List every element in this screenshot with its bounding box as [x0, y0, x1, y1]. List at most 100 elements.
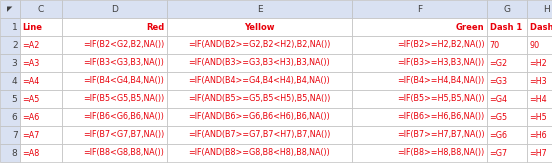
Bar [0, 54, 20, 72]
Bar [487, 144, 527, 162]
Bar [167, 90, 352, 108]
Text: Line: Line [23, 22, 43, 31]
Bar [0, 126, 20, 144]
Bar [487, 0, 527, 18]
Text: =G2: =G2 [490, 59, 508, 67]
Bar [167, 108, 352, 126]
Text: =G3: =G3 [490, 76, 507, 86]
Bar [487, 54, 527, 72]
Bar [527, 144, 552, 162]
Bar [352, 36, 487, 54]
Bar [527, 36, 552, 54]
Bar [0, 18, 20, 36]
Bar [62, 126, 167, 144]
Text: =H7: =H7 [529, 148, 547, 157]
Text: ◤: ◤ [7, 6, 13, 12]
Bar [62, 72, 167, 90]
Text: =IF(B2>=H2,B2,NA()): =IF(B2>=H2,B2,NA()) [397, 40, 485, 50]
Text: =IF(B4>=H4,B4,NA()): =IF(B4>=H4,B4,NA()) [397, 76, 485, 86]
Text: =IF(AND(B7>=G7,B7<H7),B7,NA()): =IF(AND(B7>=G7,B7<H7),B7,NA()) [188, 131, 331, 140]
Bar [487, 126, 527, 144]
Text: 5: 5 [12, 95, 18, 104]
Text: 70: 70 [490, 40, 500, 50]
Text: =IF(B3<G3,B3,NA()): =IF(B3<G3,B3,NA()) [83, 59, 164, 67]
Text: =A3: =A3 [23, 59, 40, 67]
Bar [20, 18, 62, 36]
Bar [20, 90, 62, 108]
Text: =IF(AND(B3>=G3,B3<H3),B3,NA()): =IF(AND(B3>=G3,B3<H3),B3,NA()) [189, 59, 331, 67]
Bar [20, 72, 62, 90]
Text: H: H [544, 5, 550, 14]
Bar [62, 0, 167, 18]
Bar [352, 90, 487, 108]
Bar [167, 72, 352, 90]
Bar [62, 108, 167, 126]
Text: =IF(B6<G6,B6,NA()): =IF(B6<G6,B6,NA()) [83, 112, 164, 121]
Text: =IF(B8>=H8,B8,NA()): =IF(B8>=H8,B8,NA()) [397, 148, 485, 157]
Bar [20, 108, 62, 126]
Text: =G6: =G6 [490, 131, 507, 140]
Bar [527, 54, 552, 72]
Bar [352, 54, 487, 72]
Text: D: D [111, 5, 118, 14]
Text: 8: 8 [12, 148, 18, 157]
Bar [62, 36, 167, 54]
Bar [527, 0, 552, 18]
Text: Red: Red [146, 22, 164, 31]
Bar [167, 144, 352, 162]
Bar [487, 90, 527, 108]
Text: =G5: =G5 [490, 112, 508, 121]
Bar [352, 18, 487, 36]
Bar [352, 0, 487, 18]
Text: F: F [417, 5, 422, 14]
Bar [62, 90, 167, 108]
Bar [0, 144, 20, 162]
Bar [20, 126, 62, 144]
Text: =IF(B7>=H7,B7,NA()): =IF(B7>=H7,B7,NA()) [397, 131, 485, 140]
Bar [527, 126, 552, 144]
Text: =A5: =A5 [23, 95, 40, 104]
Bar [20, 54, 62, 72]
Bar [167, 18, 352, 36]
Bar [20, 144, 62, 162]
Text: =IF(AND(B2>=G2,B2<H2),B2,NA()): =IF(AND(B2>=G2,B2<H2),B2,NA()) [188, 40, 331, 50]
Bar [62, 18, 167, 36]
Text: =IF(B5<G5,B5,NA()): =IF(B5<G5,B5,NA()) [83, 95, 164, 104]
Text: =H3: =H3 [529, 76, 547, 86]
Bar [487, 36, 527, 54]
Text: =IF(B2<G2,B2,NA()): =IF(B2<G2,B2,NA()) [83, 40, 164, 50]
Bar [20, 36, 62, 54]
Bar [20, 0, 62, 18]
Text: Dash 1: Dash 1 [490, 22, 522, 31]
Text: =IF(AND(B4>=G4,B4<H4),B4,NA()): =IF(AND(B4>=G4,B4<H4),B4,NA()) [189, 76, 331, 86]
Bar [0, 90, 20, 108]
Text: 1: 1 [12, 22, 18, 31]
Bar [527, 108, 552, 126]
Bar [527, 72, 552, 90]
Text: 6: 6 [12, 112, 18, 121]
Bar [0, 108, 20, 126]
Text: =H2: =H2 [529, 59, 547, 67]
Text: =A6: =A6 [23, 112, 40, 121]
Text: =H4: =H4 [529, 95, 547, 104]
Text: =A7: =A7 [23, 131, 40, 140]
Text: G: G [503, 5, 511, 14]
Bar [62, 54, 167, 72]
Text: Green: Green [456, 22, 485, 31]
Text: =A8: =A8 [23, 148, 40, 157]
Bar [352, 108, 487, 126]
Bar [62, 144, 167, 162]
Text: 4: 4 [12, 76, 18, 86]
Text: 90: 90 [529, 40, 540, 50]
Text: =A2: =A2 [23, 40, 40, 50]
Text: 7: 7 [12, 131, 18, 140]
Text: 3: 3 [12, 59, 18, 67]
Bar [167, 36, 352, 54]
Text: C: C [38, 5, 44, 14]
Text: =IF(AND(B5>=G5,B5<H5),B5,NA()): =IF(AND(B5>=G5,B5<H5),B5,NA()) [188, 95, 331, 104]
Text: Yellow: Yellow [244, 22, 275, 31]
Text: =IF(B7<G7,B7,NA()): =IF(B7<G7,B7,NA()) [83, 131, 164, 140]
Text: Dash 2: Dash 2 [529, 22, 552, 31]
Bar [167, 126, 352, 144]
Text: =IF(B8<G8,B8,NA()): =IF(B8<G8,B8,NA()) [83, 148, 164, 157]
